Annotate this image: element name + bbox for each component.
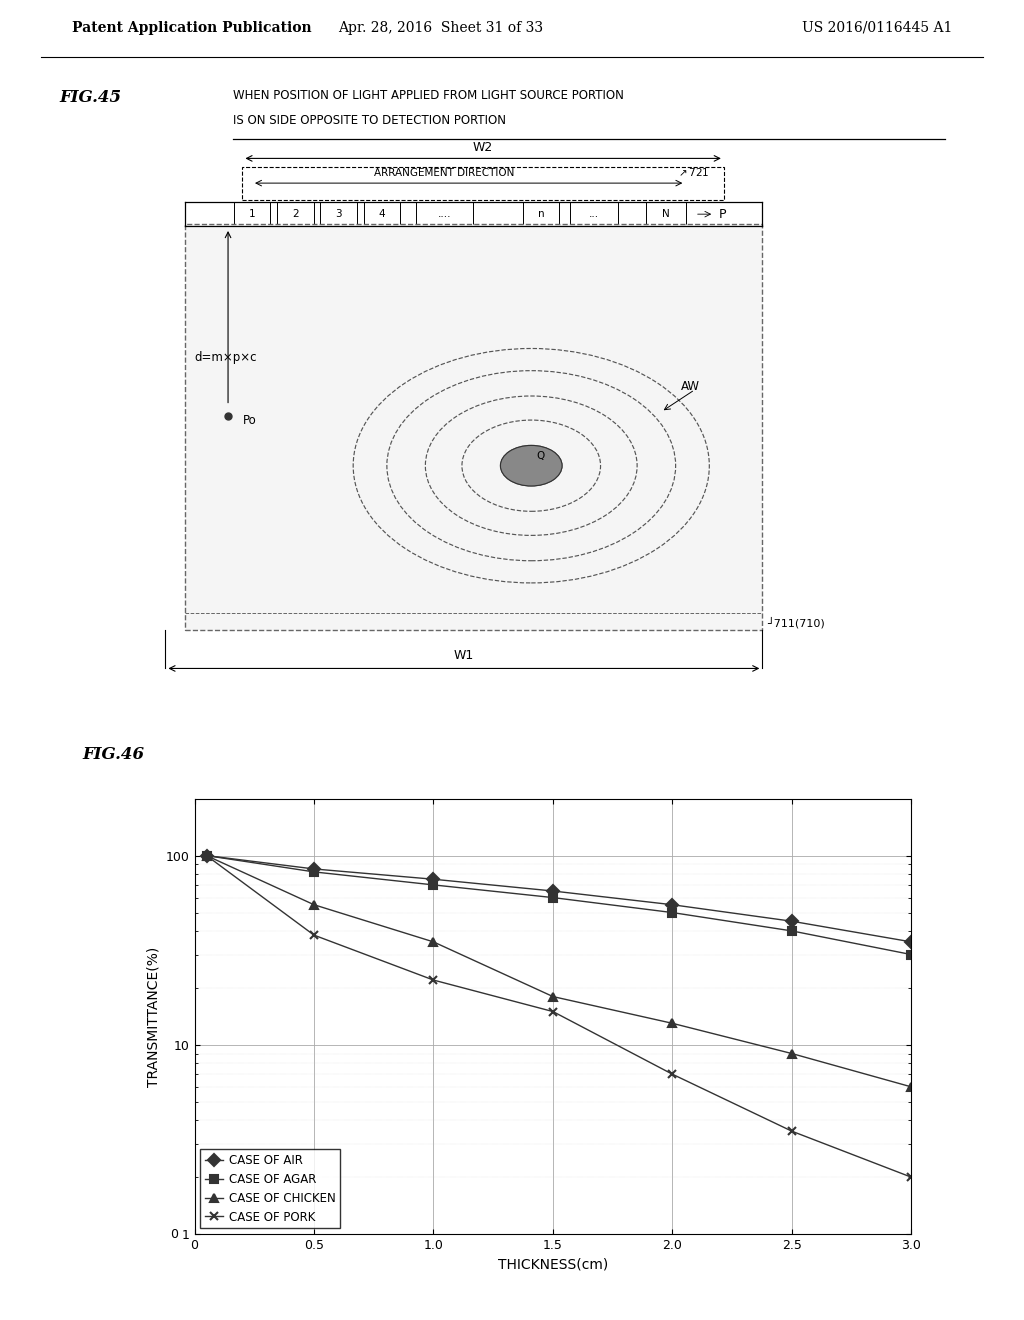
Text: Q: Q [537, 450, 545, 461]
Text: FIG.45: FIG.45 [59, 88, 122, 106]
Text: ....: .... [438, 209, 452, 219]
CASE OF AIR [308, 861, 321, 876]
Bar [569, 202, 617, 226]
Text: IS ON SIDE OPPOSITE TO DETECTION PORTION: IS ON SIDE OPPOSITE TO DETECTION PORTION [232, 114, 506, 127]
Text: ARRANGEMENT DIRECTION: ARRANGEMENT DIRECTION [375, 168, 515, 178]
Text: FIG.46: FIG.46 [82, 746, 144, 763]
Text: P: P [719, 207, 726, 220]
CASE OF PORK [905, 1170, 918, 1185]
Text: 3: 3 [336, 209, 342, 219]
Y-axis label: TRANSMITTANCE(%): TRANSMITTANCE(%) [146, 946, 161, 1086]
CASE OF PORK [785, 1123, 798, 1139]
Line: CASE OF PORK: CASE OF PORK [203, 851, 915, 1181]
Text: AW: AW [680, 380, 699, 393]
CASE OF AGAR [201, 847, 213, 863]
Bar [243, 166, 724, 199]
Bar [321, 202, 357, 226]
Text: n: n [538, 209, 544, 219]
Bar [646, 202, 686, 226]
CASE OF PORK [547, 1003, 559, 1019]
Bar [416, 202, 473, 226]
Text: W1: W1 [454, 649, 474, 663]
Text: 2: 2 [292, 209, 299, 219]
X-axis label: THICKNESS(cm): THICKNESS(cm) [498, 1258, 608, 1271]
CASE OF PORK [427, 972, 439, 987]
CASE OF AGAR [667, 904, 679, 920]
CASE OF CHICKEN [427, 935, 439, 950]
CASE OF CHICKEN [547, 989, 559, 1005]
Text: ┘711(710): ┘711(710) [767, 616, 824, 628]
CASE OF AGAR [427, 876, 439, 892]
Line: CASE OF CHICKEN: CASE OF CHICKEN [203, 851, 915, 1092]
CASE OF CHICKEN [201, 847, 213, 863]
CASE OF PORK [667, 1067, 679, 1082]
Text: d=m×p×c: d=m×p×c [195, 351, 257, 364]
Text: Apr. 28, 2016  Sheet 31 of 33: Apr. 28, 2016 Sheet 31 of 33 [338, 21, 543, 34]
Text: 4: 4 [379, 209, 385, 219]
Text: WHEN POSITION OF LIGHT APPLIED FROM LIGHT SOURCE PORTION: WHEN POSITION OF LIGHT APPLIED FROM LIGH… [232, 88, 624, 102]
CASE OF CHICKEN [785, 1045, 798, 1061]
Bar [184, 223, 762, 631]
Text: 0: 0 [170, 1228, 178, 1241]
Text: W2: W2 [473, 141, 494, 154]
CASE OF AIR [905, 935, 918, 950]
Bar [278, 202, 313, 226]
Text: Patent Application Publication: Patent Application Publication [72, 21, 311, 34]
Text: US 2016/0116445 A1: US 2016/0116445 A1 [802, 21, 952, 34]
Text: $\nearrow$721: $\nearrow$721 [676, 166, 710, 178]
CASE OF CHICKEN [905, 1078, 918, 1094]
Bar [522, 202, 559, 226]
Text: N: N [663, 209, 670, 219]
CASE OF AIR [427, 871, 439, 887]
CASE OF AGAR [785, 923, 798, 939]
Bar [364, 202, 400, 226]
CASE OF AIR [667, 896, 679, 912]
CASE OF CHICKEN [667, 1015, 679, 1031]
Line: CASE OF AGAR: CASE OF AGAR [203, 851, 915, 958]
CASE OF CHICKEN [308, 896, 321, 912]
Circle shape [501, 445, 562, 486]
Legend: CASE OF AIR, CASE OF AGAR, CASE OF CHICKEN, CASE OF PORK: CASE OF AIR, CASE OF AGAR, CASE OF CHICK… [201, 1150, 340, 1229]
CASE OF AIR [201, 847, 213, 863]
Bar [233, 202, 270, 226]
CASE OF AIR [547, 883, 559, 899]
CASE OF PORK [201, 847, 213, 863]
Text: ...: ... [589, 209, 599, 219]
Line: CASE OF AIR: CASE OF AIR [203, 851, 915, 946]
CASE OF AGAR [308, 865, 321, 880]
CASE OF AGAR [905, 946, 918, 962]
Text: 1: 1 [249, 209, 255, 219]
CASE OF AGAR [547, 890, 559, 906]
CASE OF AIR [785, 913, 798, 929]
CASE OF PORK [308, 927, 321, 942]
Text: Po: Po [243, 413, 256, 426]
